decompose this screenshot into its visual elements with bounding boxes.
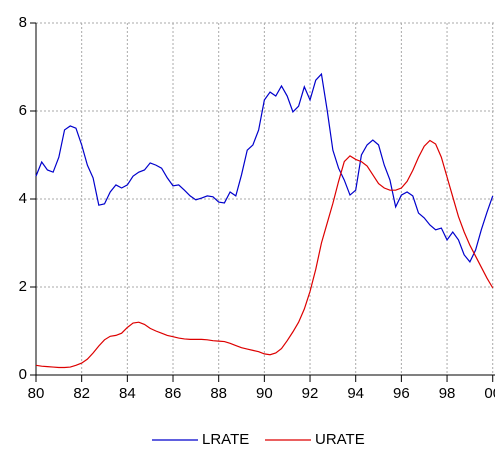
x-tick-label: 98 — [439, 385, 456, 402]
x-tick-label: 86 — [165, 385, 182, 402]
x-tick-label: 90 — [256, 385, 273, 402]
x-tick-label: 88 — [210, 385, 227, 402]
y-tick-label: 8 — [19, 14, 27, 31]
legend-label: URATE — [315, 431, 365, 448]
x-tick-label: 80 — [28, 385, 45, 402]
x-tick-label: 82 — [73, 385, 90, 402]
y-tick-label: 4 — [19, 190, 27, 207]
x-tick-label: 94 — [347, 385, 364, 402]
x-tick-label: 96 — [393, 385, 410, 402]
x-tick-label: 92 — [302, 385, 319, 402]
legend-label: LRATE — [202, 431, 249, 448]
y-tick-label: 6 — [19, 102, 27, 119]
y-tick-label: 2 — [19, 278, 27, 295]
y-tick-label: 0 — [19, 366, 27, 383]
line-series — [35, 139, 494, 369]
x-tick-label: 00 — [484, 385, 495, 402]
x-tick-label: 84 — [119, 385, 136, 402]
line-series — [35, 72, 494, 264]
